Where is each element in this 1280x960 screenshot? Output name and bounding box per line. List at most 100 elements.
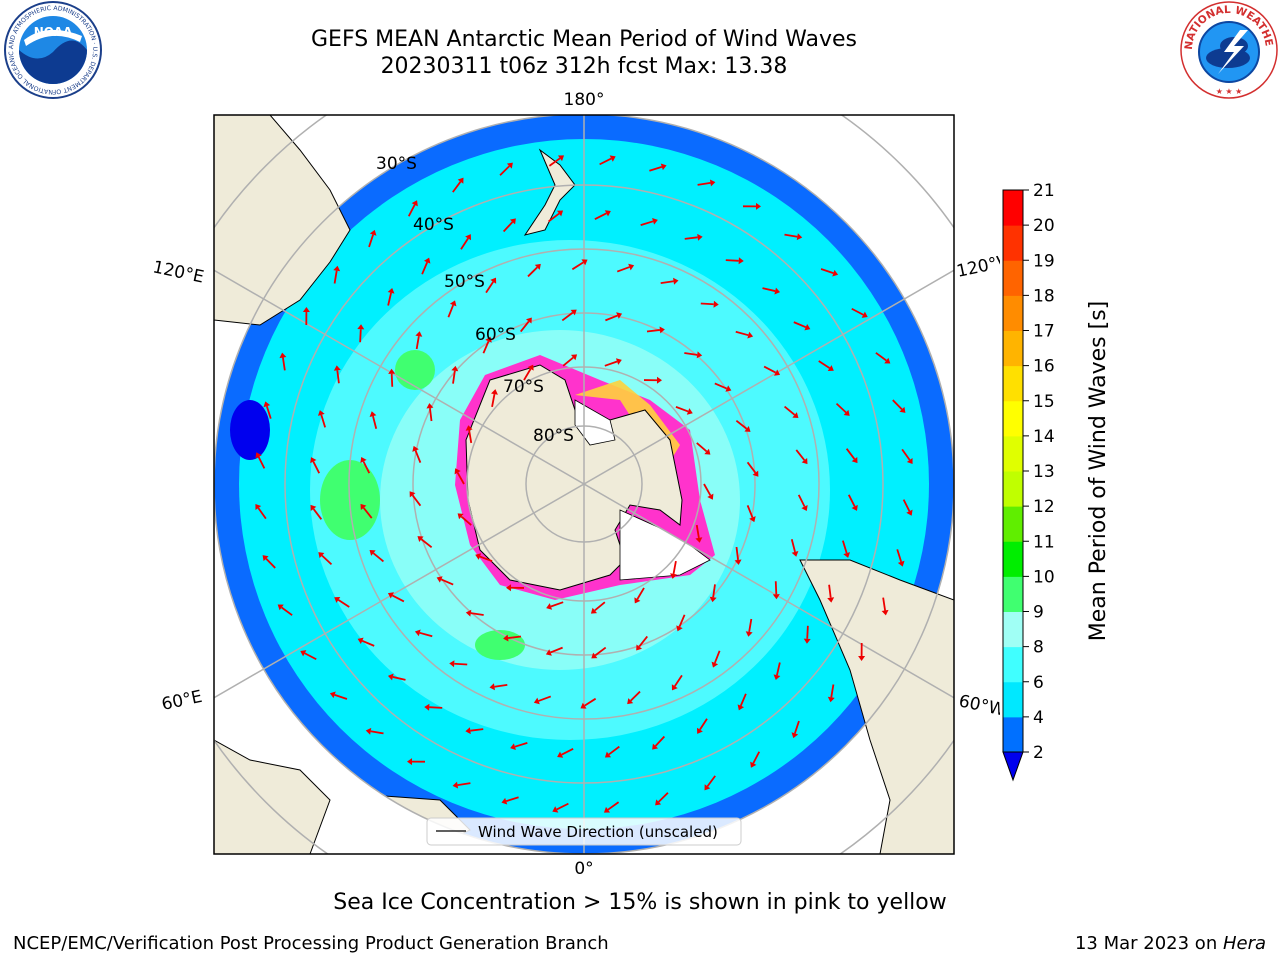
wind-arrow-head bbox=[310, 504, 317, 512]
wind-arrow-head bbox=[774, 287, 781, 295]
wind-arrow-head bbox=[369, 549, 376, 556]
wind-arrow-shaft bbox=[527, 266, 538, 278]
wind-arrow-head bbox=[449, 300, 457, 307]
wind-arrow-head bbox=[581, 259, 588, 266]
wind-arrow-shaft bbox=[748, 618, 753, 632]
wind-arrow-shaft bbox=[499, 165, 510, 176]
wind-arrow-shaft bbox=[845, 448, 856, 460]
wind-arrow-head bbox=[545, 649, 552, 656]
wind-arrow-head bbox=[509, 218, 516, 225]
wind-arrow-head bbox=[388, 368, 396, 374]
wind-arrow-head bbox=[737, 704, 745, 711]
wind-arrow-head bbox=[506, 162, 513, 169]
wind-arrow-shaft bbox=[654, 735, 666, 747]
footer-date-text: 13 Mar 2023 on bbox=[1074, 933, 1223, 954]
wind-arrow-shaft bbox=[793, 321, 807, 329]
colorbar-tick-label: 12 bbox=[1033, 497, 1055, 517]
wind-arrow-head bbox=[333, 265, 341, 272]
wind-arrow-shaft bbox=[630, 690, 641, 702]
wind-arrow-head bbox=[652, 217, 658, 225]
wind-arrow-head bbox=[695, 537, 703, 543]
wind-arrow-shaft bbox=[599, 157, 612, 166]
wind-arrow-head bbox=[411, 200, 418, 207]
wind-arrow-head bbox=[652, 743, 659, 750]
wind-arrow-head bbox=[792, 412, 799, 419]
wind-arrow-shaft bbox=[901, 448, 911, 461]
wind-arrow-head bbox=[670, 573, 677, 579]
wind-arrow-head bbox=[707, 493, 714, 500]
colorbar-segment bbox=[1003, 716, 1023, 753]
wind-arrow-shaft bbox=[387, 292, 392, 306]
lat-label: 70°S bbox=[503, 377, 544, 397]
wind-arrow-head bbox=[357, 637, 364, 645]
wind-arrow-head bbox=[360, 457, 367, 464]
wind-arrow-shaft bbox=[584, 697, 597, 707]
wind-arrow-shaft bbox=[746, 505, 754, 518]
wind-arrow-head bbox=[749, 516, 756, 523]
wind-arrow-shaft bbox=[562, 356, 574, 367]
wind-arrow-head bbox=[387, 287, 395, 294]
wind-arrow-head bbox=[616, 312, 623, 319]
wind-arrow-shaft bbox=[604, 360, 618, 367]
wind-arrow-shaft bbox=[608, 745, 620, 756]
lon-label-bottom: 0° bbox=[574, 859, 593, 879]
wind-arrow-shaft bbox=[370, 730, 384, 735]
wind-arrow-shaft bbox=[460, 515, 472, 526]
wind-arrow-shaft bbox=[372, 415, 378, 429]
wind-arrow-head bbox=[843, 409, 850, 416]
footer-credit: NCEP/EMC/Verification Post Processing Pr… bbox=[13, 933, 609, 954]
colorbar-tick-label: 19 bbox=[1033, 251, 1055, 271]
wind-arrow-head bbox=[423, 257, 431, 264]
wind-arrow-shaft bbox=[636, 587, 645, 600]
wind-arrow-head bbox=[387, 673, 394, 681]
wind-arrow-head bbox=[704, 784, 711, 791]
wind-arrow-shaft bbox=[594, 212, 607, 221]
wind-arrow-head bbox=[804, 323, 811, 331]
wind-arrow-shaft bbox=[265, 405, 272, 419]
lat-label: 80°S bbox=[533, 426, 574, 446]
colorbar-tick-label: 17 bbox=[1033, 322, 1055, 342]
wind-arrow-shaft bbox=[882, 597, 886, 611]
wind-arrow-shaft bbox=[735, 420, 748, 430]
wind-arrow-shaft bbox=[440, 578, 454, 586]
wind-arrow-shaft bbox=[607, 801, 620, 811]
wind-arrow-head bbox=[360, 503, 367, 511]
wind-arrow-shaft bbox=[672, 560, 677, 575]
wind-arrow-head bbox=[457, 513, 464, 520]
wind-arrow-shaft bbox=[333, 270, 338, 284]
wind-arrow-shaft bbox=[830, 684, 835, 698]
wind-arrow-head bbox=[827, 365, 834, 372]
colorbar-tick-label: 9 bbox=[1033, 603, 1044, 623]
wind-arrow-head bbox=[580, 702, 587, 709]
legend-label: Wind Wave Direction (unscaled) bbox=[478, 823, 718, 841]
wind-arrow-shaft bbox=[429, 407, 433, 422]
wind-arrow-shaft bbox=[407, 204, 416, 217]
colorbar-segment bbox=[1003, 330, 1023, 367]
wind-arrow-shaft bbox=[257, 507, 267, 520]
colorbar-under-triangle bbox=[1002, 751, 1024, 782]
wind-arrow-head bbox=[906, 457, 913, 465]
chart-title: GEFS MEAN Antarctic Mean Period of Wind … bbox=[311, 27, 857, 52]
wind-arrow-head bbox=[843, 552, 851, 558]
colorbar-tick-label: 20 bbox=[1033, 216, 1055, 236]
wind-arrow-shaft bbox=[795, 449, 806, 461]
wind-arrow-head bbox=[745, 631, 753, 637]
colorbar-tick-label: 2 bbox=[1033, 743, 1044, 763]
wind-arrow-shaft bbox=[420, 538, 433, 548]
wind-arrow-head bbox=[534, 263, 541, 270]
wind-arrow-shaft bbox=[304, 652, 317, 661]
wind-arrow-head bbox=[750, 761, 757, 768]
wind-arrow-head bbox=[412, 445, 419, 452]
colorbar-tick-label: 14 bbox=[1033, 427, 1055, 447]
wind-arrow-head bbox=[465, 727, 471, 735]
wind-arrow-shaft bbox=[835, 402, 847, 414]
wind-arrow-shaft bbox=[421, 261, 429, 275]
wind-arrow-shaft bbox=[491, 393, 496, 408]
colorbar-segment bbox=[1003, 471, 1023, 507]
colorbar-tick-label: 13 bbox=[1033, 462, 1055, 482]
wind-arrow-shaft bbox=[763, 365, 777, 374]
wind-arrow-shaft bbox=[776, 662, 781, 676]
wind-arrow-shaft bbox=[556, 802, 569, 811]
wind-arrow-head bbox=[454, 468, 461, 475]
colorbar-tick-label: 10 bbox=[1033, 567, 1055, 587]
